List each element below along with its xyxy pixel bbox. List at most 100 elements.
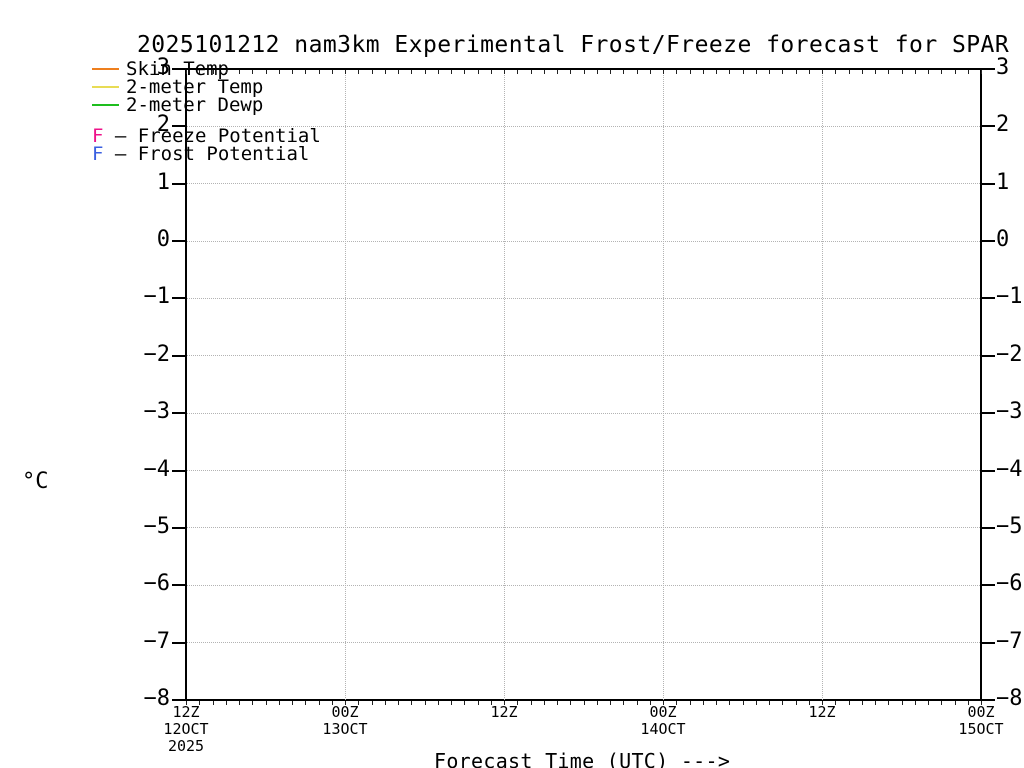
minor-tick-top <box>967 70 969 74</box>
y-tick-label-left: −7 <box>143 628 171 654</box>
gridline-horizontal <box>187 355 980 357</box>
y-tick-label-left: 2 <box>156 112 170 138</box>
legend-label: — Freeze Potential <box>103 125 321 147</box>
minor-tick-top <box>490 70 492 74</box>
minor-tick-bottom <box>835 701 837 705</box>
gridline-horizontal <box>187 470 980 472</box>
2m-dewp-line-swatch <box>92 104 119 106</box>
minor-tick-top <box>530 70 532 74</box>
gridline-horizontal <box>187 297 980 299</box>
minor-tick-top <box>424 70 426 74</box>
y-axis-unit-label: °C <box>22 469 49 494</box>
y-tick-right <box>982 240 995 243</box>
minor-tick-top <box>358 70 360 74</box>
minor-tick-bottom <box>331 701 333 705</box>
minor-tick-bottom <box>557 701 558 705</box>
y-tick-left <box>172 297 185 300</box>
minor-tick-bottom <box>901 701 903 705</box>
minor-tick-bottom <box>398 701 399 705</box>
minor-tick-top <box>689 70 691 74</box>
minor-tick-bottom <box>292 701 293 705</box>
minor-tick-top <box>437 70 439 74</box>
x-tick-time-label: 00Z <box>331 703 359 721</box>
y-tick-left <box>172 412 185 415</box>
y-tick-label-right: −5 <box>996 513 1023 539</box>
y-tick-right <box>982 182 995 185</box>
x-axis-title: Forecast Time (UTC) ---> <box>434 749 731 768</box>
x-tick-date-label: 14OCT <box>640 720 686 738</box>
minor-tick-top <box>451 70 452 74</box>
minor-tick-bottom <box>371 701 373 705</box>
minor-tick-bottom <box>610 701 611 705</box>
minor-tick-top <box>464 70 466 74</box>
x-tick-time-label: 12Z <box>808 703 836 721</box>
minor-tick-top <box>411 70 413 74</box>
y-tick-label-left: −8 <box>143 686 171 711</box>
minor-tick-top <box>596 70 598 74</box>
minor-tick-bottom <box>239 701 240 705</box>
y-tick-right <box>982 469 995 472</box>
minor-tick-top <box>398 70 399 74</box>
x-tick-time-label: 00Z <box>649 703 677 721</box>
minor-tick-bottom <box>358 701 360 705</box>
y-tick-label-left: −3 <box>143 399 171 425</box>
minor-tick-top <box>663 70 664 74</box>
y-tick-left <box>172 240 185 243</box>
minor-tick-top <box>517 70 519 74</box>
y-tick-label-right: −4 <box>996 456 1023 482</box>
minor-tick-top <box>583 70 585 74</box>
minor-tick-top <box>649 70 651 74</box>
minor-tick-bottom <box>451 701 452 705</box>
minor-tick-bottom <box>623 701 625 705</box>
minor-tick-top <box>835 70 837 74</box>
minor-tick-bottom <box>212 701 214 705</box>
minor-tick-top <box>212 70 214 74</box>
minor-tick-bottom <box>689 701 691 705</box>
gridline-vertical <box>344 70 346 700</box>
y-tick-label-left: 0 <box>156 227 170 253</box>
gridline-horizontal <box>187 584 980 586</box>
x-tick-time-label: 00Z <box>967 703 995 721</box>
minor-tick-bottom <box>225 701 227 705</box>
minor-tick-top <box>676 70 678 74</box>
minor-tick-bottom <box>411 701 413 705</box>
minor-tick-top <box>875 70 876 74</box>
minor-tick-bottom <box>755 701 757 705</box>
minor-tick-top <box>729 70 731 74</box>
minor-tick-top <box>702 70 704 74</box>
minor-tick-top <box>610 70 611 74</box>
y-tick-left <box>172 68 185 70</box>
minor-tick-top <box>292 70 293 74</box>
y-tick-right <box>982 641 995 644</box>
minor-tick-top <box>384 70 386 74</box>
minor-tick-top <box>504 70 505 74</box>
minor-tick-top <box>252 70 254 74</box>
minor-tick-top <box>636 70 638 74</box>
y-tick-left <box>172 641 185 644</box>
minor-tick-bottom <box>914 701 916 705</box>
y-tick-left <box>172 125 185 128</box>
minor-tick-bottom <box>676 701 678 705</box>
minor-tick-bottom <box>504 701 505 705</box>
gridline-horizontal <box>187 412 980 414</box>
y-tick-label-right: −6 <box>996 571 1023 597</box>
y-tick-label-right: 1 <box>996 169 1010 195</box>
skin-temp-line-swatch <box>92 68 119 70</box>
y-tick-right <box>982 354 995 357</box>
minor-tick-top <box>570 70 572 74</box>
y-tick-label-right: −2 <box>996 341 1023 367</box>
minor-tick-bottom <box>530 701 532 705</box>
minor-tick-bottom <box>941 701 943 705</box>
minor-tick-bottom <box>875 701 876 705</box>
minor-tick-top <box>755 70 757 74</box>
minor-tick-bottom <box>318 701 320 705</box>
minor-tick-top <box>331 70 333 74</box>
minor-tick-bottom <box>702 701 704 705</box>
minor-tick-bottom <box>742 701 744 705</box>
minor-tick-bottom <box>305 701 307 705</box>
minor-tick-top <box>822 70 823 74</box>
y-tick-label-right: −3 <box>996 399 1023 425</box>
gridline-vertical <box>662 70 664 700</box>
x-tick-date-label: 12OCT <box>163 720 209 738</box>
minor-tick-top <box>305 70 307 74</box>
